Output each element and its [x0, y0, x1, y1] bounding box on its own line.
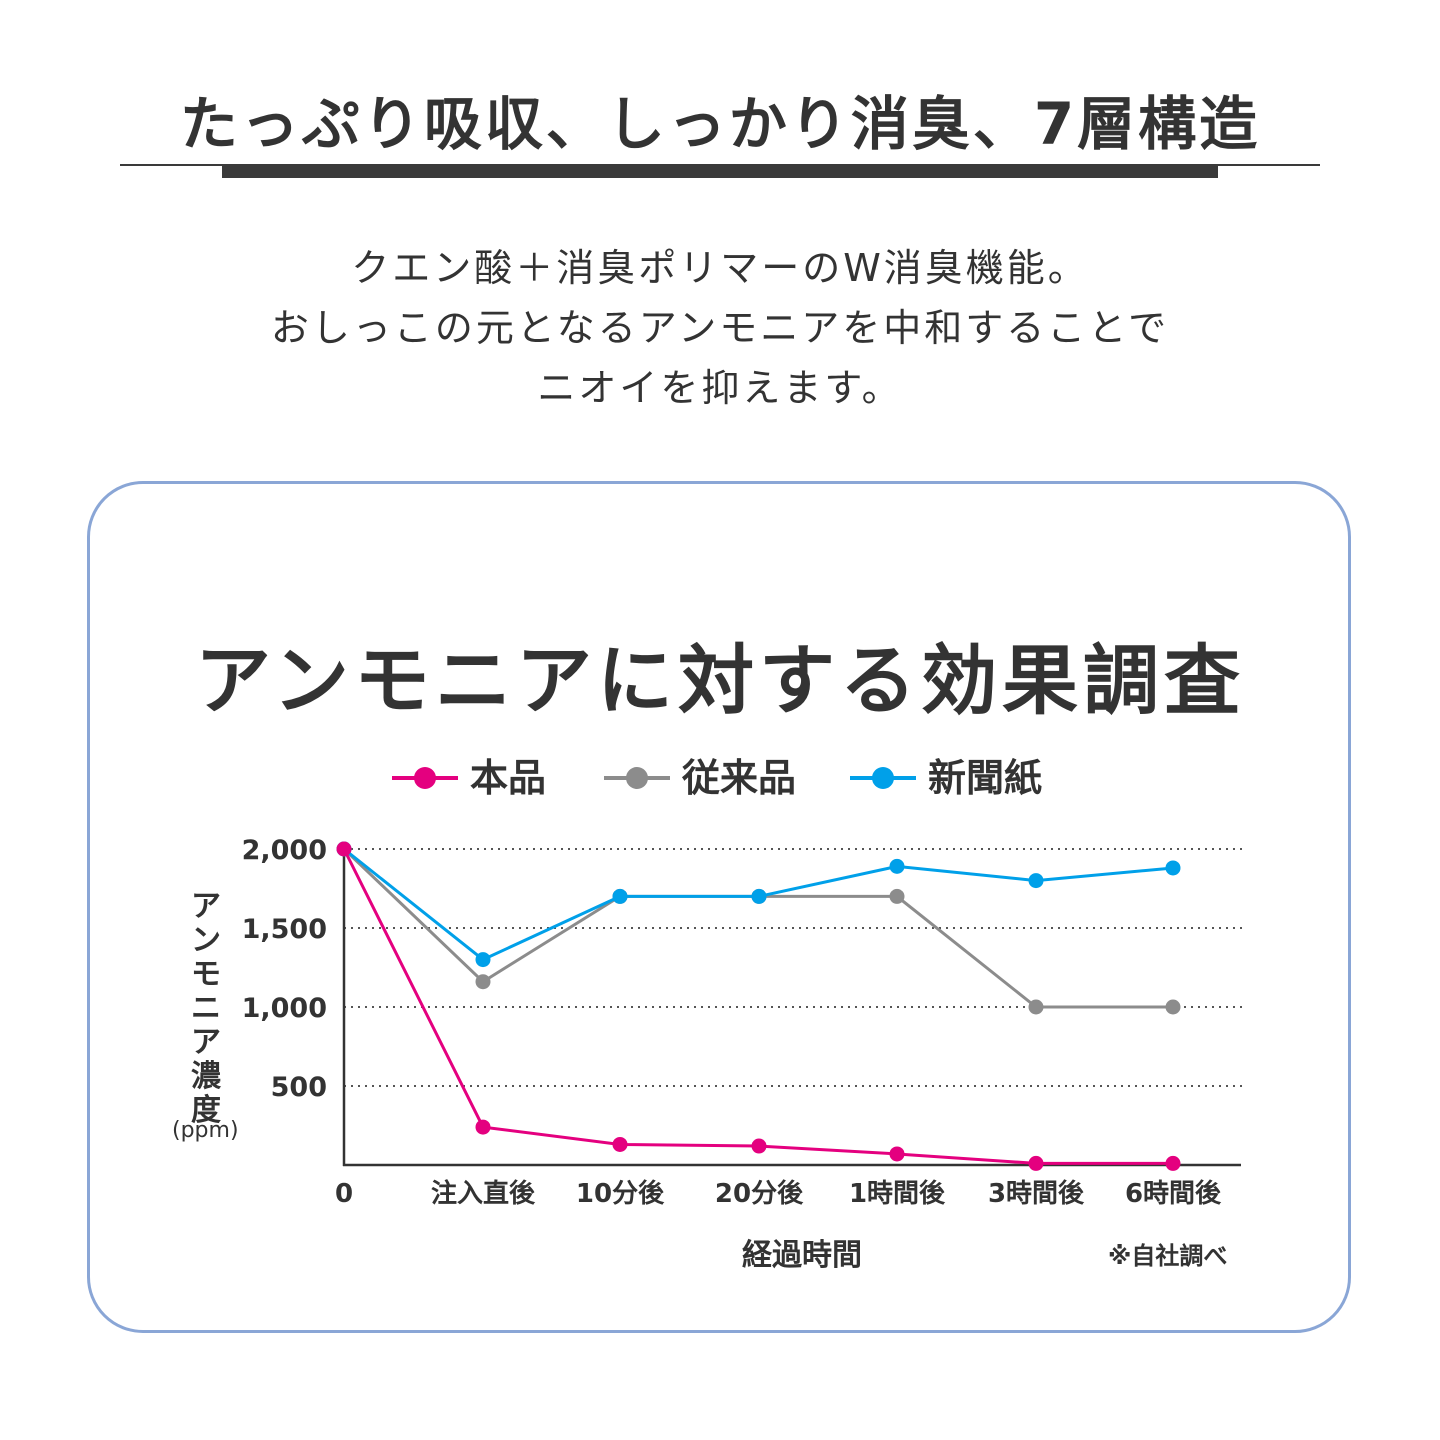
description-line-3: ニオイを抑えます。	[537, 366, 903, 410]
data-point	[751, 1138, 767, 1154]
x-tick-label: 0	[335, 1179, 353, 1209]
data-point	[336, 841, 352, 857]
legend-label: 従来品	[681, 756, 796, 800]
x-tick-label: 20分後	[715, 1178, 804, 1209]
x-tick-label: 1時間後	[849, 1178, 946, 1209]
data-point	[889, 1146, 905, 1162]
data-point	[1165, 1155, 1181, 1171]
y-axis-unit: (ppm)	[172, 1118, 239, 1143]
y-axis-label-char: ニ	[191, 991, 221, 1026]
y-axis-label-char: 度	[191, 1093, 221, 1128]
y-tick-label: 1,000	[242, 993, 327, 1024]
description: クエン酸＋消臭ポリマーのW消臭機能。 おしっこの元となるアンモニアを中和すること…	[0, 238, 1440, 418]
data-point	[475, 952, 491, 968]
source-note: ※自社調べ	[1108, 1242, 1228, 1270]
x-tick-label: 注入直後	[431, 1178, 536, 1209]
y-tick-label: 2,000	[242, 835, 327, 866]
headline-thick-rule	[222, 166, 1218, 178]
data-point	[1028, 999, 1044, 1015]
legend-swatch-marker	[626, 767, 648, 789]
description-line-2: おしっこの元となるアンモニアを中和することで	[270, 306, 1170, 350]
x-tick-label: 3時間後	[988, 1178, 1085, 1209]
data-point	[612, 888, 628, 904]
headline-thin-rule	[120, 164, 1320, 166]
data-point	[1028, 1155, 1044, 1171]
y-axis-label-char: 濃	[191, 1059, 221, 1094]
data-point	[475, 974, 491, 990]
data-point	[1028, 873, 1044, 889]
data-point	[1165, 860, 1181, 876]
y-axis-label-char: モ	[191, 957, 221, 992]
data-point	[612, 1136, 628, 1152]
legend-swatch-marker	[414, 767, 436, 789]
legend-swatch-marker	[872, 767, 894, 789]
y-axis-label-char: ア	[191, 1025, 221, 1060]
chart-title: アンモニアに対する効果調査	[195, 636, 1245, 725]
legend-label: 本品	[470, 756, 546, 800]
chart-panel	[87, 481, 1351, 1333]
legend-label: 新聞紙	[928, 756, 1042, 800]
description-line-1: クエン酸＋消臭ポリマーのW消臭機能。	[351, 246, 1089, 290]
page-headline: たっぷり吸収、しっかり消臭、7層構造	[179, 90, 1261, 158]
data-point	[751, 888, 767, 904]
y-tick-label: 1,500	[242, 914, 327, 945]
data-point	[1165, 999, 1181, 1015]
data-point	[889, 858, 905, 874]
x-tick-label: 6時間後	[1125, 1178, 1222, 1209]
data-point	[889, 888, 905, 904]
y-axis-label-char: ア	[191, 889, 221, 924]
y-axis-label-char: ン	[191, 923, 221, 958]
y-tick-label: 500	[271, 1072, 327, 1103]
x-axis-label: 経過時間	[742, 1238, 862, 1273]
series-line-2	[343, 847, 1174, 962]
x-tick-label: 10分後	[576, 1178, 665, 1209]
y-axis-label: アンモニア濃度	[186, 890, 226, 1128]
data-point	[475, 1119, 491, 1135]
